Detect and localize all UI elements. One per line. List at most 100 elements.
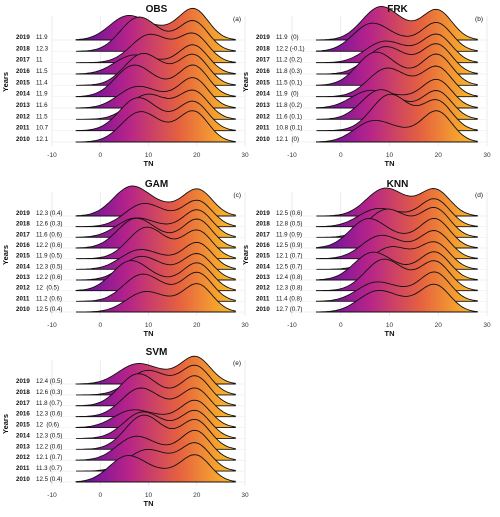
mean-annotation: 10.8 (0.1)	[276, 125, 302, 132]
year-label: 2017	[256, 231, 270, 238]
year-label: 2013	[256, 274, 270, 281]
y-axis-label: Years	[1, 414, 10, 434]
mean-annotation: 12.3 (0.8)	[276, 285, 302, 292]
year-label: 2012	[16, 285, 30, 292]
panel-label: (a)	[233, 16, 241, 23]
x-tick-label: 10	[145, 492, 153, 499]
year-label: 2015	[16, 422, 30, 429]
x-tick-label: 10	[386, 322, 394, 329]
x-axis-label: TN	[144, 499, 154, 508]
year-label: 2016	[16, 411, 30, 418]
mean-annotation: 12.5 (0.9)	[276, 242, 302, 249]
panel-title: KNN	[387, 179, 409, 190]
x-axis-label: TN	[144, 329, 154, 338]
year-label: 2014	[16, 263, 30, 270]
mean-annotation: 11.2 (0.6)	[36, 295, 62, 302]
panel-title: OBS	[146, 4, 168, 15]
year-label: 2018	[16, 221, 30, 228]
year-label: 2017	[256, 57, 270, 64]
year-label: 2014	[16, 432, 30, 439]
x-axis-label: TN	[385, 159, 395, 168]
mean-annotation: 11.9 (0)	[276, 34, 299, 41]
mean-annotation: 12.7 (0.7)	[276, 306, 302, 313]
year-label: 2017	[16, 57, 30, 64]
x-tick-label: 30	[483, 322, 491, 329]
mean-annotation: 12.2 (0.6)	[36, 242, 62, 249]
mean-annotation: 12.1 (0)	[276, 136, 299, 143]
year-label: 2012	[256, 285, 270, 292]
mean-annotation: 11.4	[36, 79, 48, 86]
mean-annotation: 12.2 (0.6)	[36, 274, 62, 281]
mean-annotation: 12.1 (0.7)	[36, 454, 62, 461]
x-tick-label: 30	[241, 492, 249, 499]
year-label: 2017	[16, 231, 30, 238]
mean-annotation: 12.5 (0.7)	[276, 263, 302, 270]
x-tick-label: 0	[98, 322, 102, 329]
x-tick-label: -10	[47, 492, 57, 499]
mean-annotation: 11.2 (0.2)	[276, 57, 302, 64]
mean-annotation: 12.4 (0.8)	[276, 274, 302, 281]
year-label: 2015	[16, 79, 30, 86]
year-label: 2013	[16, 102, 30, 109]
mean-annotation: 11.8 (0.3)	[276, 68, 302, 75]
mean-annotation: 12.5 (0.6)	[276, 210, 302, 217]
x-tick-label: -10	[47, 322, 57, 329]
year-label: 2010	[256, 306, 270, 313]
mean-annotation: 12.5 (0.4)	[36, 476, 62, 483]
panel-title: SVM	[146, 347, 168, 358]
mean-annotation: 12.3 (0.4)	[36, 210, 62, 217]
x-tick-label: 20	[435, 322, 443, 329]
x-tick-label: 0	[98, 152, 102, 159]
year-label: 2019	[16, 210, 30, 217]
mean-annotation: 12.2 (0.6)	[36, 443, 62, 450]
x-tick-label: 30	[241, 152, 249, 159]
x-tick-label: 0	[339, 152, 343, 159]
ridge-2010	[75, 454, 236, 483]
mean-annotation: 12 (0.5)	[36, 285, 59, 292]
mean-annotation: 11.9 (0.5)	[36, 253, 62, 260]
year-label: 2018	[16, 45, 30, 52]
panel-label: (c)	[233, 192, 241, 199]
mean-annotation: 11.9	[36, 34, 48, 41]
x-tick-label: 20	[435, 152, 443, 159]
ridge-2010	[315, 110, 478, 143]
mean-annotation: 12.8 (0.5)	[276, 221, 302, 228]
year-label: 2013	[256, 102, 270, 109]
mean-annotation: 11.4 (0.8)	[276, 295, 302, 302]
mean-annotation: 12.5 (0.4)	[36, 306, 62, 313]
mean-annotation: 11.6 (0.1)	[276, 113, 302, 120]
year-label: 2012	[256, 113, 270, 120]
year-label: 2018	[256, 221, 270, 228]
year-label: 2015	[16, 253, 30, 260]
mean-annotation: 11.5 (0.1)	[276, 79, 302, 86]
ridge-2010	[75, 110, 236, 143]
year-label: 2013	[16, 274, 30, 281]
year-label: 2014	[16, 91, 30, 98]
x-tick-label: 30	[241, 322, 249, 329]
panel-title: GAM	[145, 179, 168, 190]
year-label: 2015	[256, 79, 270, 86]
year-label: 2012	[16, 454, 30, 461]
x-tick-label: -10	[287, 322, 297, 329]
mean-annotation: 12.6 (0.3)	[36, 389, 62, 396]
y-axis-label: Years	[241, 245, 250, 265]
x-tick-label: 20	[193, 152, 201, 159]
mean-annotation: 12.3 (0.6)	[36, 411, 62, 418]
x-tick-label: 10	[145, 152, 153, 159]
year-label: 2016	[256, 68, 270, 75]
year-label: 2011	[16, 125, 30, 132]
mean-annotation: 12.1 (0.7)	[276, 253, 302, 260]
year-label: 2011	[16, 465, 30, 472]
panel-label: (e)	[233, 360, 241, 367]
y-axis-label: Years	[1, 72, 10, 92]
mean-annotation: 10.7	[36, 125, 49, 132]
year-label: 2010	[256, 136, 270, 143]
year-label: 2019	[256, 210, 270, 217]
panel-obs: 2019 11.9 2018 12.3 2017 11 2016 11.5 2015 11.4 20…	[1, 4, 249, 168]
x-axis-label: TN	[144, 159, 154, 168]
year-label: 2014	[256, 91, 270, 98]
mean-annotation: 12.3 (0.5)	[36, 432, 62, 439]
mean-annotation: 12.4 (0.5)	[36, 378, 62, 385]
year-label: 2016	[16, 242, 30, 249]
year-label: 2015	[256, 253, 270, 260]
